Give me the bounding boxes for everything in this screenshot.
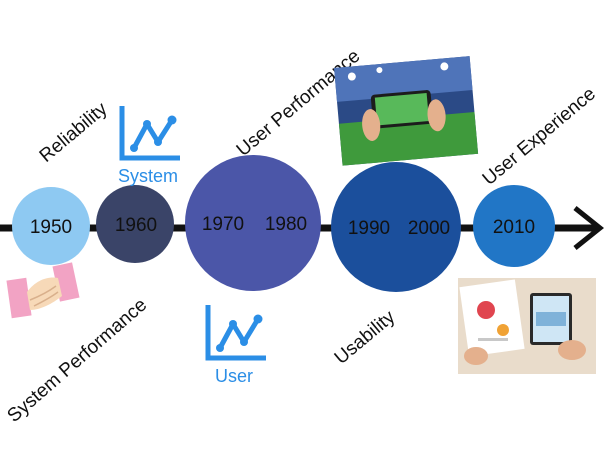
- circle-1960: [96, 185, 174, 263]
- year-label: 1980: [265, 214, 307, 235]
- circle-2010: [473, 185, 555, 267]
- circle-1970-1980: [185, 155, 321, 291]
- user-icon-label: User: [215, 366, 253, 386]
- year-label: 1990: [348, 218, 390, 239]
- label-usability: Usability: [331, 306, 400, 369]
- year-label: 1960: [115, 215, 157, 236]
- year-label: 2000: [408, 218, 450, 239]
- year-label: 1950: [30, 217, 72, 238]
- tablet-desk-photo-icon: [458, 278, 596, 374]
- circle-1950: [12, 187, 90, 265]
- label-reliability: Reliability: [36, 98, 112, 167]
- year-label: 2010: [493, 217, 535, 238]
- year-label: 1970: [202, 214, 244, 235]
- label-user-experience: User Experience: [479, 83, 600, 189]
- stadium-phone-photo-icon: [334, 56, 479, 166]
- system-icon-label: System: [118, 166, 178, 186]
- circle-1990-2000: [331, 162, 461, 292]
- system-line-chart-icon: [119, 106, 180, 161]
- user-line-chart-icon: [205, 305, 266, 361]
- handshake-icon: [6, 262, 80, 319]
